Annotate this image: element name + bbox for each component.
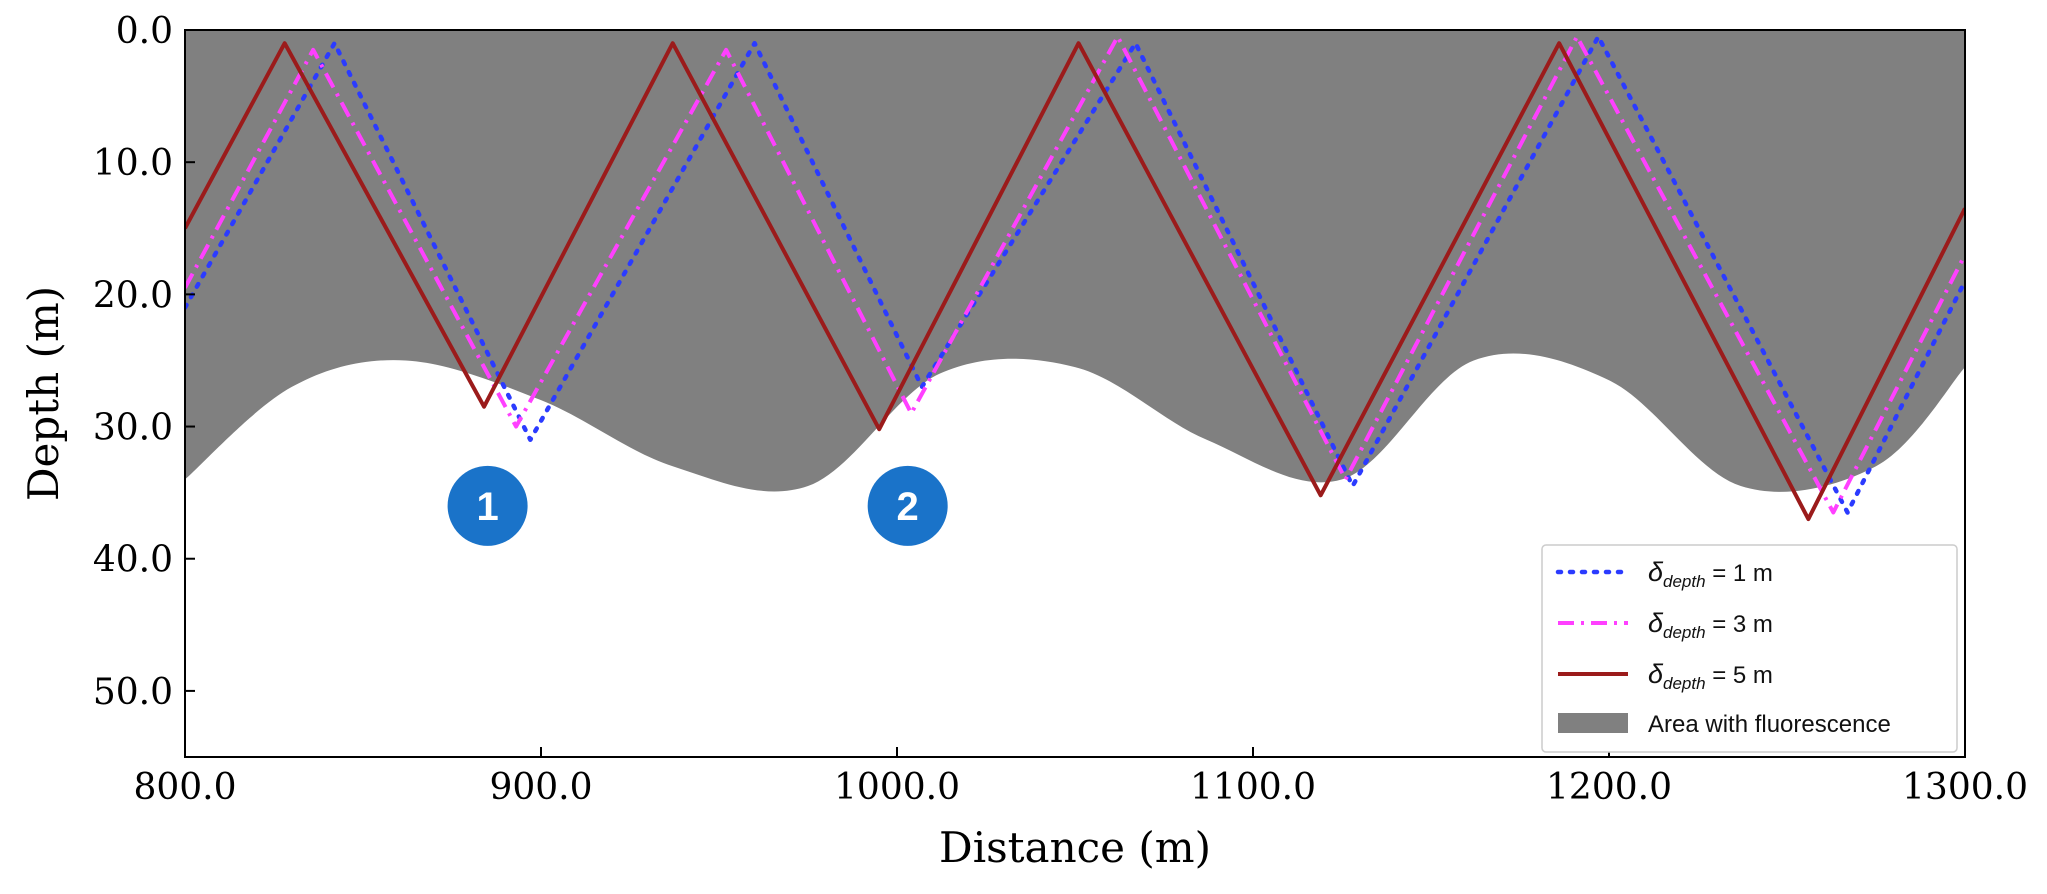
y-axis-title: Depth (m) xyxy=(19,286,68,501)
legend-label-1: δdepth = 1 m xyxy=(1648,557,1773,591)
y-tick-label: 50.0 xyxy=(93,672,173,713)
axes-frame xyxy=(184,29,1966,758)
legend-label-fluorescence: Area with fluorescence xyxy=(1648,711,1891,738)
plot-area xyxy=(185,30,1965,522)
y-tick-label: 10.0 xyxy=(93,143,173,184)
x-axis-title: Distance (m) xyxy=(939,823,1211,872)
x-tick-label: 1300.0 xyxy=(1902,767,2028,808)
legend-label-3: δdepth = 5 m xyxy=(1648,659,1773,693)
y-tick-label: 40.0 xyxy=(93,540,173,581)
x-tick-label: 900.0 xyxy=(489,767,592,808)
x-tick-label: 1100.0 xyxy=(1190,767,1316,808)
series-line-2 xyxy=(185,34,1965,515)
legend-swatch-fluorescence xyxy=(1558,713,1628,733)
fluorescence-area xyxy=(185,30,1965,492)
legend: δdepth = 1 m δdepth = 3 m δdepth = 5 m Area… xyxy=(1541,544,1958,753)
x-tick-label: 1200.0 xyxy=(1546,767,1672,808)
annotation-label-2: 2 xyxy=(897,485,919,529)
y-tick-label: 20.0 xyxy=(93,275,173,316)
y-tick-label: 30.0 xyxy=(93,408,173,449)
annotation-marker-1 xyxy=(447,465,528,546)
series-line-1 xyxy=(185,34,1965,515)
x-tick-label: 800.0 xyxy=(133,767,236,808)
axes: 800.0 900.0 1000.0 1100.0 1200.0 1300.0 0.0 10.… xyxy=(19,11,2028,872)
x-tick-label: 1000.0 xyxy=(834,767,960,808)
legend-box xyxy=(1541,544,1958,753)
legend-label-2: δdepth = 3 m xyxy=(1648,608,1773,642)
y-tick-label: 0.0 xyxy=(116,11,173,52)
series-line-3 xyxy=(185,41,1965,522)
annotation-marker-2 xyxy=(867,465,948,546)
annotation-label-1: 1 xyxy=(476,485,498,529)
